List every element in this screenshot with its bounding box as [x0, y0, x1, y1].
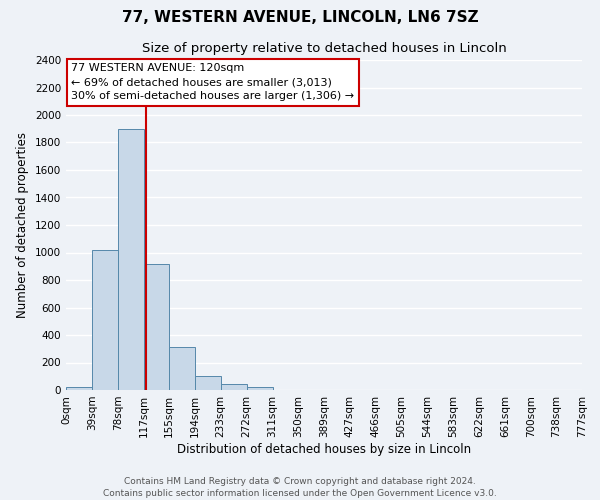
Bar [169, 346, 195, 390]
Bar [247, 387, 272, 390]
Title: Size of property relative to detached houses in Lincoln: Size of property relative to detached ho… [142, 42, 506, 54]
Bar [118, 128, 143, 390]
Text: Contains HM Land Registry data © Crown copyright and database right 2024.
Contai: Contains HM Land Registry data © Crown c… [103, 476, 497, 498]
Text: 77 WESTERN AVENUE: 120sqm
← 69% of detached houses are smaller (3,013)
30% of se: 77 WESTERN AVENUE: 120sqm ← 69% of detac… [71, 64, 354, 102]
Text: 77, WESTERN AVENUE, LINCOLN, LN6 7SZ: 77, WESTERN AVENUE, LINCOLN, LN6 7SZ [122, 10, 478, 25]
Bar [221, 384, 247, 390]
Bar [66, 387, 92, 390]
Bar [143, 264, 169, 390]
Y-axis label: Number of detached properties: Number of detached properties [16, 132, 29, 318]
Bar [195, 376, 221, 390]
X-axis label: Distribution of detached houses by size in Lincoln: Distribution of detached houses by size … [177, 442, 471, 456]
Bar [92, 250, 118, 390]
